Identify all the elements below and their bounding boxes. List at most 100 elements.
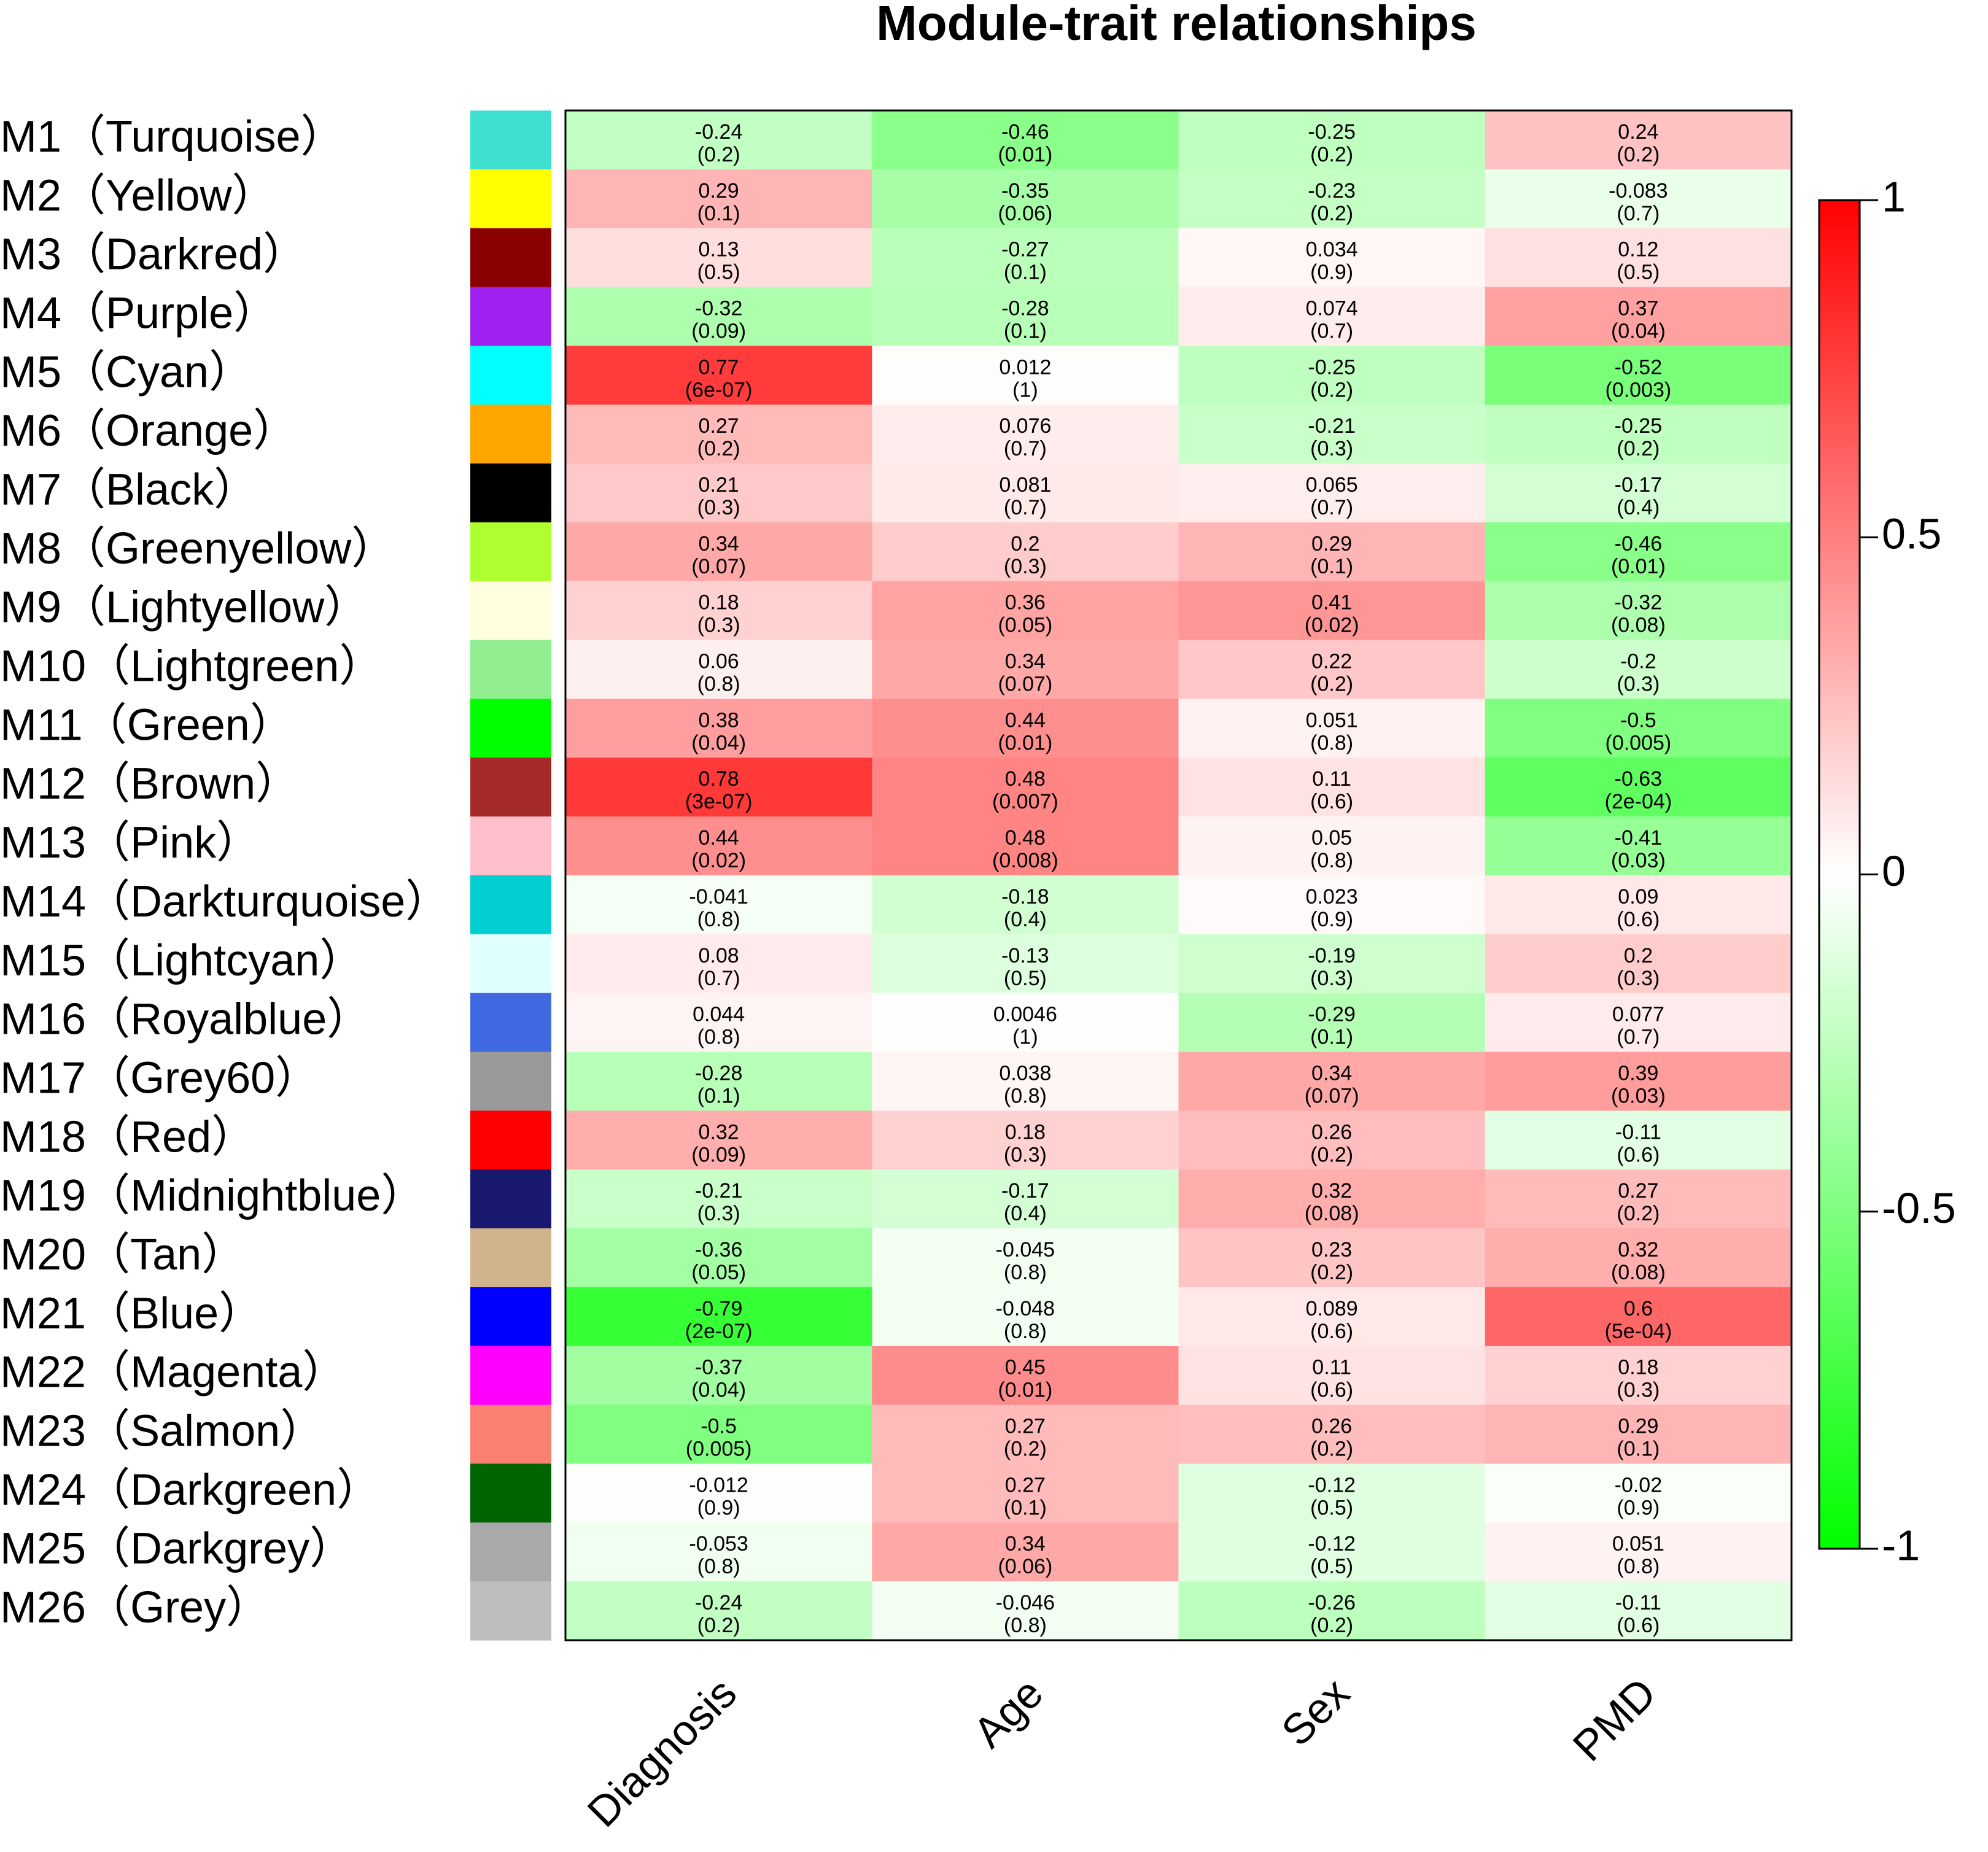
heatmap-cell: [565, 1052, 872, 1111]
cell-pvalue: (0.8): [1310, 731, 1353, 754]
cell-pvalue: (0.1): [1004, 319, 1047, 343]
heatmap-cell: [1485, 1169, 1792, 1229]
cell-value: -0.045: [996, 1238, 1055, 1261]
row-label: M1（Turquoise）: [0, 112, 345, 161]
cell-value: 0.023: [1306, 885, 1358, 909]
cell-pvalue: (0.05): [998, 614, 1052, 637]
cell-pvalue: (0.9): [1617, 1496, 1660, 1519]
cell-value: 0.21: [699, 473, 739, 497]
cell-pvalue: (5e-04): [1605, 1320, 1672, 1343]
heatmap-cell: [565, 1110, 872, 1170]
heatmap-cell: [1178, 228, 1486, 288]
heatmap-cell: [1178, 1404, 1486, 1464]
cell-pvalue: (0.3): [697, 614, 740, 637]
heatmap-cell: [565, 1581, 872, 1641]
cell-value: 0.6: [1624, 1297, 1653, 1320]
heatmap-cell: [872, 287, 1179, 346]
heatmap-cell: [1178, 1287, 1486, 1347]
heatmap-cell: [565, 699, 872, 758]
heatmap-cell: [872, 581, 1179, 641]
heatmap-cell: [565, 1287, 872, 1347]
cell-pvalue: (0.9): [1310, 908, 1353, 931]
cell-value: 0.29: [1618, 1415, 1658, 1438]
heatmap-cell: [1485, 875, 1792, 935]
heatmap-cell: [1178, 287, 1486, 346]
cell-pvalue: (0.5): [1310, 1496, 1353, 1519]
row-label: M21（Blue）: [0, 1289, 263, 1338]
heatmap-cell: [565, 1228, 872, 1288]
cell-value: 0.11: [1312, 767, 1351, 791]
cell-value: -0.12: [1308, 1532, 1356, 1556]
cell-value: -0.52: [1615, 355, 1663, 379]
cell-value: -0.083: [1609, 179, 1668, 203]
cell-value: 0.012: [999, 355, 1051, 379]
cell-pvalue: (0.3): [1617, 967, 1660, 990]
row-label: M3（Darkred）: [0, 230, 307, 279]
cell-pvalue: (0.1): [697, 202, 740, 225]
cell-value: -0.5: [1620, 708, 1656, 732]
row-label: M7（Black）: [0, 465, 258, 514]
cell-pvalue: (0.2): [697, 437, 740, 460]
cell-pvalue: (6e-07): [685, 378, 753, 401]
cell-value: 0.44: [1005, 708, 1046, 732]
heatmap-cell: [872, 405, 1179, 464]
heatmap-cell: [1178, 699, 1486, 758]
row-label: M4（Purple）: [0, 289, 278, 338]
cell-value: 0.27: [1618, 1179, 1658, 1203]
cell-pvalue: (0.3): [1617, 673, 1660, 696]
colorbar-tick-label: 0: [1882, 847, 1906, 895]
cell-value: 0.32: [1618, 1238, 1658, 1261]
cell-value: 0.038: [999, 1061, 1051, 1085]
cell-pvalue: (0.08): [1305, 1202, 1359, 1225]
cell-pvalue: (1): [1012, 1026, 1038, 1049]
heatmap-cell: [1178, 1052, 1486, 1111]
module-color: [470, 1404, 551, 1464]
heatmap-cell: [872, 875, 1179, 935]
cell-pvalue: (0.08): [1611, 1261, 1666, 1284]
cell-pvalue: (0.3): [1004, 555, 1047, 578]
module-color: [470, 169, 551, 229]
cell-pvalue: (0.2): [1310, 1143, 1353, 1166]
module-color: [470, 287, 551, 346]
cell-pvalue: (0.03): [1611, 849, 1666, 872]
heatmap-cell: [1485, 522, 1792, 582]
cell-pvalue: (0.04): [691, 731, 746, 754]
cell-value: -0.11: [1615, 1120, 1661, 1144]
module-color: [470, 934, 551, 994]
cell-pvalue: (0.9): [697, 1496, 740, 1519]
cell-value: 0.18: [1005, 1120, 1046, 1144]
cell-value: 0.26: [1311, 1415, 1352, 1438]
heatmap-cell: [1485, 699, 1792, 758]
cell-pvalue: (0.3): [1617, 1379, 1660, 1402]
cell-pvalue: (2e-04): [1605, 790, 1672, 813]
cell-value: -0.32: [695, 296, 743, 320]
cell-value: 0.044: [693, 1003, 745, 1026]
cell-pvalue: (0.02): [691, 849, 746, 872]
heatmap-cell: [1485, 169, 1792, 229]
module-color: [470, 405, 551, 464]
heatmap-cell: [872, 169, 1179, 229]
cell-pvalue: (0.04): [691, 1379, 746, 1402]
cell-pvalue: (0.8): [1004, 1084, 1047, 1107]
cell-value: -0.21: [695, 1179, 743, 1203]
cell-pvalue: (0.01): [1611, 555, 1666, 578]
row-label: M9（Lightyellow）: [0, 583, 368, 632]
heatmap-cell: [565, 1522, 872, 1582]
cell-value: -0.63: [1615, 767, 1663, 791]
cell-pvalue: (0.6): [1617, 1614, 1660, 1637]
heatmap-cell: [1485, 1581, 1792, 1641]
cell-pvalue: (0.5): [1004, 967, 1047, 990]
heatmap-cell: [1178, 993, 1486, 1053]
cell-value: -0.28: [1001, 296, 1049, 320]
cell-pvalue: (0.6): [1310, 790, 1353, 813]
cell-value: 0.051: [1306, 708, 1358, 732]
cell-pvalue: (0.7): [1617, 202, 1660, 225]
module-color: [470, 581, 551, 641]
heatmap-cell: [872, 110, 1179, 170]
module-color: [470, 1287, 551, 1347]
cell-pvalue: (0.3): [1310, 437, 1353, 460]
colorbar-tick-label: -1: [1882, 1521, 1920, 1569]
heatmap-cell: [1485, 405, 1792, 464]
heatmap-cell: [565, 1404, 872, 1464]
cell-value: 0.48: [1005, 826, 1046, 850]
